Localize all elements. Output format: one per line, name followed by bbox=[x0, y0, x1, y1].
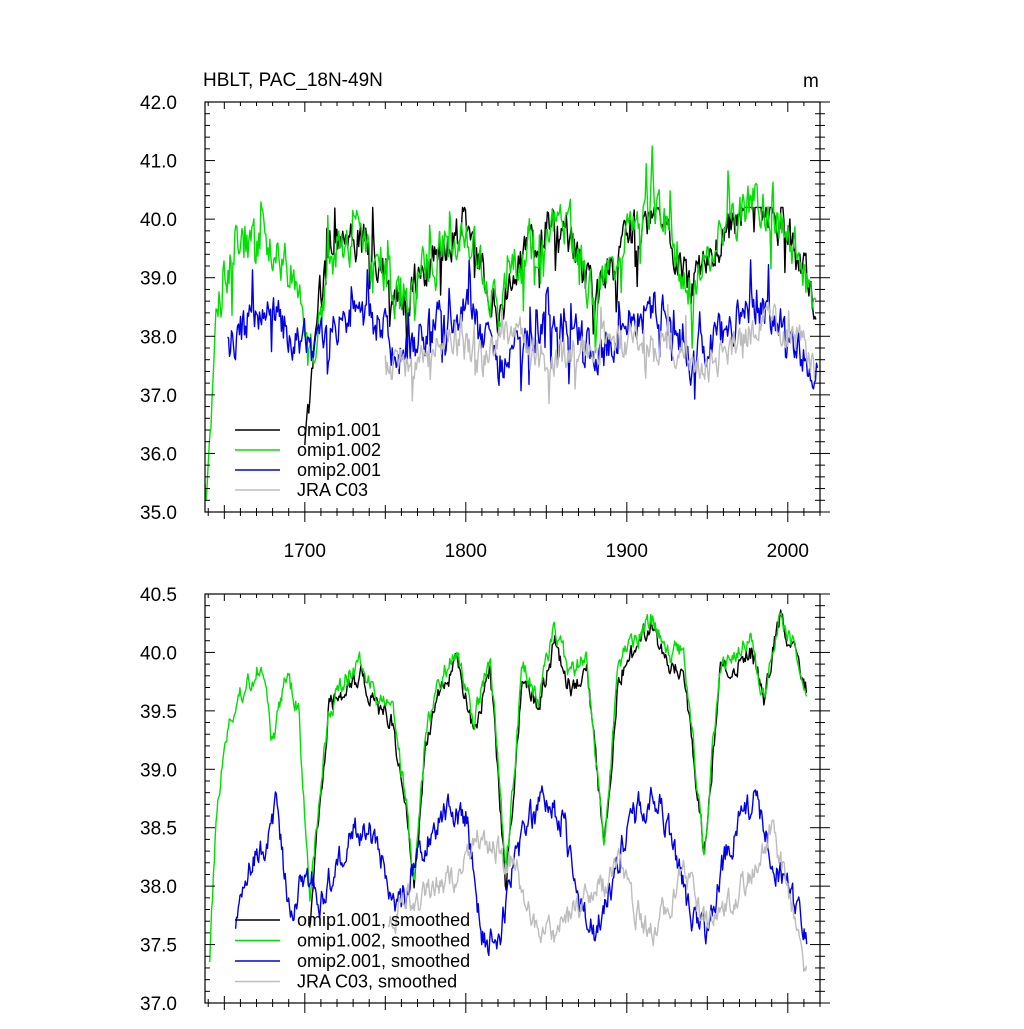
top-x-tick-label: 2000 bbox=[767, 541, 809, 562]
top-series-omip2-001 bbox=[227, 259, 819, 400]
top-y-tick-label: 42.0 bbox=[140, 93, 177, 114]
top-y-tick-label: 40.0 bbox=[140, 210, 177, 231]
top-y-tick-label: 35.0 bbox=[140, 503, 177, 524]
bottom-y-tick-label: 40.5 bbox=[140, 585, 177, 606]
bottom-y-tick-label: 39.0 bbox=[140, 760, 177, 781]
top-series-omip1-001 bbox=[304, 206, 817, 446]
bottom-series-omip2-001-smoothed bbox=[234, 785, 808, 957]
top-y-tick-label: 36.0 bbox=[140, 444, 177, 465]
top-series-group bbox=[204, 145, 819, 501]
bottom-y-tick-label: 37.0 bbox=[140, 994, 177, 1015]
bottom-y-tick-label: 40.0 bbox=[140, 643, 177, 664]
bottom-plot-frame bbox=[204, 593, 821, 1004]
bottom-series-jra-c03-smoothed bbox=[387, 819, 808, 972]
top-x-tick-label: 1800 bbox=[445, 541, 487, 562]
bottom-y-tick-label: 38.5 bbox=[140, 819, 177, 840]
top-plot-frame bbox=[204, 101, 821, 513]
top-legend-label: omip1.001 bbox=[297, 420, 381, 440]
top-y-tick-label: 41.0 bbox=[140, 152, 177, 173]
bottom-series-group bbox=[209, 609, 808, 972]
top-legend-label: omip1.002 bbox=[297, 440, 381, 460]
top-y-tick-label: 37.0 bbox=[140, 386, 177, 407]
bottom-y-tick-label: 39.5 bbox=[140, 702, 177, 723]
panel-top: HBLT, PAC_18N-49N m 1700 1800 1900 2000 35.0… bbox=[140, 70, 830, 562]
units-label: m bbox=[803, 71, 819, 92]
bottom-legend-label: omip2.001, smoothed bbox=[297, 951, 470, 971]
top-axes: 1700 1800 1900 2000 35.0 36.0 37.0 38.0 39.0 40.0… bbox=[140, 93, 830, 562]
top-legend-label: JRA C03 bbox=[297, 480, 368, 500]
bottom-legend-label: omip1.002, smoothed bbox=[297, 931, 470, 951]
top-series-jra-c03 bbox=[384, 301, 816, 405]
bottom-legend-label: omip1.001, smoothed bbox=[297, 910, 470, 930]
panel-bottom: 37.0 37.5 38.0 38.5 39.0 39.5 40.0 40.5 omip1.0… bbox=[140, 585, 830, 1015]
top-x-tick-label: 1900 bbox=[606, 541, 648, 562]
top-y-tick-label: 39.0 bbox=[140, 269, 177, 290]
top-legend-label: omip2.001 bbox=[297, 460, 381, 480]
top-series-omip1-002 bbox=[204, 145, 817, 501]
top-y-tick-label: 38.0 bbox=[140, 327, 177, 348]
bottom-legend-label: JRA C03, smoothed bbox=[297, 972, 457, 992]
chart-title: HBLT, PAC_18N-49N bbox=[203, 70, 383, 91]
bottom-axes: 37.0 37.5 38.0 38.5 39.0 39.5 40.0 40.5 bbox=[140, 585, 830, 1015]
bottom-series-omip1-002-smoothed bbox=[209, 612, 808, 963]
top-x-tick-label: 1700 bbox=[284, 541, 326, 562]
bottom-y-tick-label: 38.0 bbox=[140, 877, 177, 898]
bottom-y-tick-label: 37.5 bbox=[140, 936, 177, 957]
